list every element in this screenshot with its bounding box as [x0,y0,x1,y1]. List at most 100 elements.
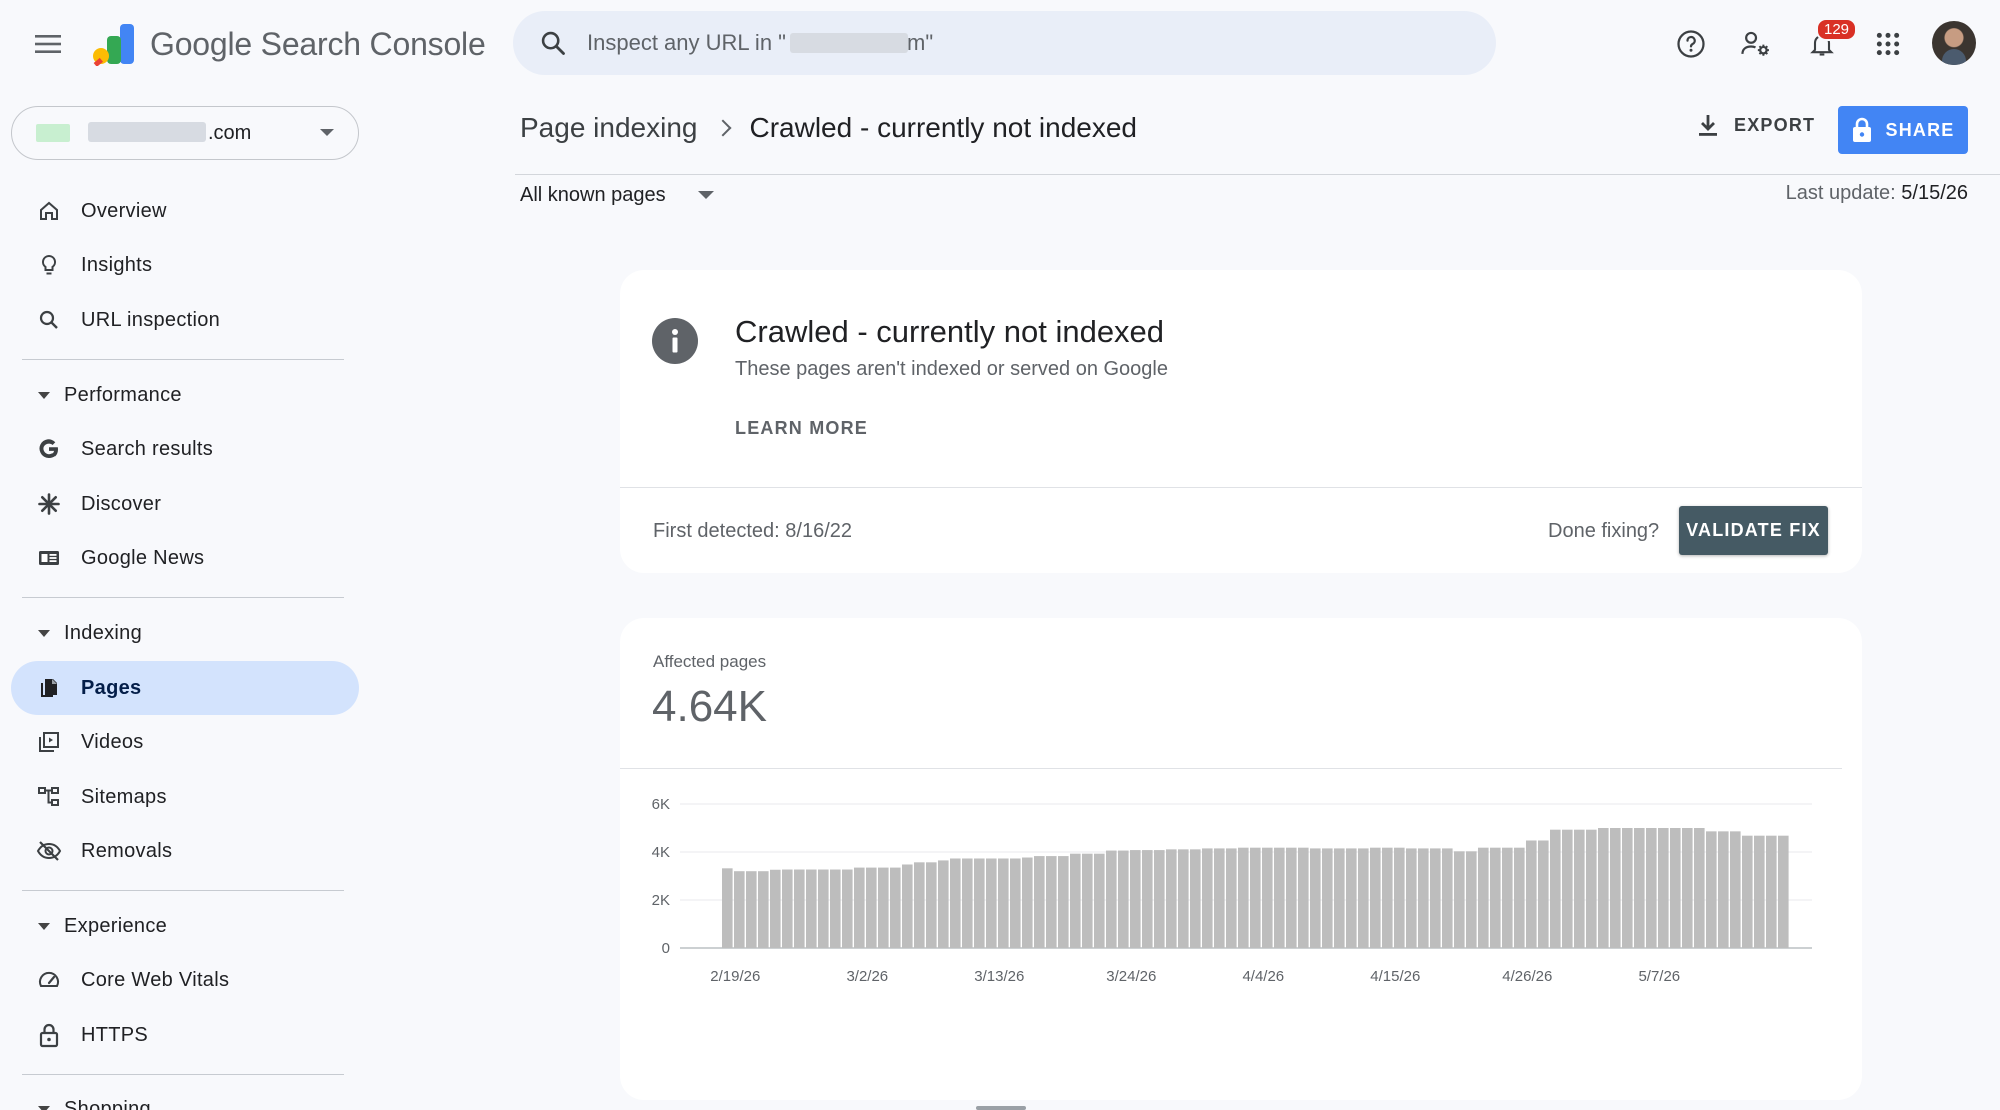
chart-bar[interactable] [1754,835,1765,948]
sidebar-item-sitemaps[interactable]: Sitemaps [11,770,359,824]
chart-bar[interactable] [1610,828,1621,948]
chart-bar[interactable] [1766,835,1777,948]
sidebar-section-experience[interactable]: Experience [38,911,167,941]
chart-bar[interactable] [1322,848,1333,948]
chart-bar[interactable] [734,871,745,948]
chart-bar[interactable] [1298,847,1309,948]
export-button[interactable]: EXPORT [1696,112,1815,138]
chart-bar[interactable] [1478,847,1489,948]
chart-bar[interactable] [1358,848,1369,948]
chart-bar[interactable] [1706,831,1717,948]
sidebar-item-overview[interactable]: Overview [11,184,359,238]
sidebar-item-core-web-vitals[interactable]: Core Web Vitals [11,953,359,1007]
url-inspect-search-bar[interactable] [513,11,1496,75]
sidebar-section-performance[interactable]: Performance [38,380,182,410]
chart-bar[interactable] [902,864,913,948]
chart-bar[interactable] [1166,849,1177,948]
validate-fix-button[interactable]: VALIDATE FIX [1679,506,1828,555]
sidebar-item-https[interactable]: HTTPS [11,1008,359,1062]
chart-bar[interactable] [782,869,793,948]
chart-bar[interactable] [1550,829,1561,948]
chart-bar[interactable] [890,867,901,948]
chart-bar[interactable] [950,858,961,948]
chart-bar[interactable] [926,862,937,948]
chart-bar[interactable] [1034,856,1045,948]
chart-bar[interactable] [1586,829,1597,948]
chart-bar[interactable] [1406,848,1417,948]
chart-bar[interactable] [1622,828,1633,948]
chart-bar[interactable] [1094,853,1105,948]
help-button[interactable] [1671,24,1711,64]
chart-bar[interactable] [1130,850,1141,948]
chart-bar[interactable] [1466,851,1477,948]
chart-bar[interactable] [1562,829,1573,948]
chart-bar[interactable] [1730,831,1741,948]
property-selector[interactable]: .com [11,106,359,160]
chart-bar[interactable] [830,869,841,948]
sidebar-item-removals[interactable]: Removals [11,824,359,878]
chart-bar[interactable] [1646,828,1657,948]
chart-bar[interactable] [1574,829,1585,948]
account-avatar[interactable] [1932,21,1976,65]
chart-bar[interactable] [1022,857,1033,948]
chart-bar[interactable] [1682,828,1693,948]
chart-bar[interactable] [1142,850,1153,948]
chart-bar[interactable] [1742,835,1753,948]
chart-bar[interactable] [1694,828,1705,948]
chart-bar[interactable] [998,858,1009,948]
sidebar-section-indexing[interactable]: Indexing [38,618,142,648]
chart-bar[interactable] [1238,847,1249,948]
chart-bar[interactable] [938,860,949,948]
chart-bar[interactable] [1274,847,1285,948]
chart-bar[interactable] [1202,848,1213,948]
account-settings-button[interactable] [1736,24,1776,64]
chart-bar[interactable] [758,871,769,948]
chart-bar[interactable] [1010,858,1021,948]
chart-bar[interactable] [1418,848,1429,948]
sidebar-item-pages[interactable]: Pages [11,661,359,715]
url-inspect-input[interactable] [587,30,1407,56]
chart-bar[interactable] [1250,847,1261,948]
chart-bar[interactable] [1670,828,1681,948]
chart-bar[interactable] [1490,847,1501,948]
chart-bar[interactable] [1058,856,1069,948]
chart-bar[interactable] [866,867,877,948]
chart-bar[interactable] [1214,848,1225,948]
chart-bar[interactable] [1454,851,1465,948]
chart-bar[interactable] [914,862,925,948]
chart-bar[interactable] [1346,848,1357,948]
sidebar-item-insights[interactable]: Insights [11,238,359,292]
chart-bar[interactable] [1262,847,1273,948]
chart-bar[interactable] [854,867,865,948]
chart-bar[interactable] [1526,840,1537,948]
chart-bar[interactable] [1334,848,1345,948]
chart-bar[interactable] [1226,848,1237,948]
google-apps-button[interactable] [1868,24,1908,64]
chart-bar[interactable] [1778,835,1789,948]
main-menu-button[interactable] [30,26,66,62]
sidebar-item-url-inspection[interactable]: URL inspection [11,293,359,347]
chart-bar[interactable] [1394,847,1405,948]
sidebar-item-google-news[interactable]: Google News [11,531,359,585]
chart-bar[interactable] [746,871,757,948]
chart-bar[interactable] [1118,850,1129,948]
notifications-button[interactable]: 129 [1802,18,1858,64]
chart-bar[interactable] [1370,847,1381,948]
chart-bar[interactable] [1502,847,1513,948]
chart-bar[interactable] [842,869,853,948]
chart-bar[interactable] [974,858,985,948]
share-button[interactable]: SHARE [1838,106,1968,154]
sidebar-item-videos[interactable]: Videos [11,715,359,769]
chart-bar[interactable] [1430,848,1441,948]
chart-bar[interactable] [1082,853,1093,948]
chart-bar[interactable] [1154,850,1165,948]
pages-filter-dropdown[interactable]: All known pages [520,182,714,208]
chart-bar[interactable] [1106,850,1117,948]
chart-bar[interactable] [818,869,829,948]
chart-bar[interactable] [878,867,889,948]
chart-bar[interactable] [1718,831,1729,948]
chart-bar[interactable] [1178,849,1189,948]
chart-bar[interactable] [722,868,733,948]
learn-more-link[interactable]: LEARN MORE [735,418,868,438]
chart-bar[interactable] [1634,828,1645,948]
